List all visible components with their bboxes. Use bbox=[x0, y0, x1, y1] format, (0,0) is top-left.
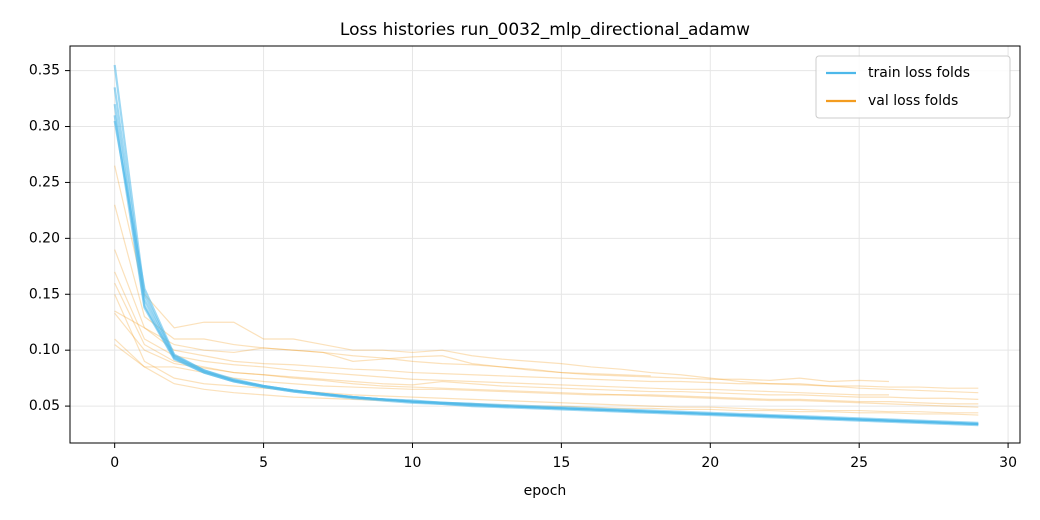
loss-line bbox=[114, 344, 979, 408]
y-tick-label: 0.25 bbox=[29, 174, 60, 190]
plot-area bbox=[113, 64, 979, 427]
loss-line bbox=[114, 165, 979, 394]
loss-line bbox=[114, 294, 979, 414]
loss-line bbox=[113, 120, 979, 426]
x-tick-label: 0 bbox=[110, 455, 119, 471]
loss-line bbox=[113, 103, 979, 427]
y-tick-label: 0.10 bbox=[29, 342, 60, 358]
x-tick-label: 20 bbox=[701, 455, 719, 471]
legend-label: val loss folds bbox=[868, 93, 958, 109]
loss-line bbox=[113, 64, 979, 426]
y-tick-label: 0.30 bbox=[29, 119, 60, 135]
y-tick-label: 0.20 bbox=[29, 230, 60, 246]
loss-line bbox=[114, 282, 979, 400]
legend: train loss folds val loss folds bbox=[815, 55, 1011, 119]
x-tick-label: 10 bbox=[404, 455, 422, 471]
x-tick-label: 30 bbox=[999, 455, 1017, 471]
x-axis-label: epoch bbox=[524, 483, 567, 499]
legend-label: train loss folds bbox=[868, 65, 970, 81]
y-tick-label: 0.35 bbox=[29, 63, 60, 79]
x-tick-label: 25 bbox=[850, 455, 868, 471]
loss-line bbox=[113, 87, 979, 424]
loss-line bbox=[114, 310, 889, 383]
loss-line bbox=[114, 271, 889, 396]
loss-line bbox=[114, 312, 979, 405]
x-tick-label: 5 bbox=[259, 455, 268, 471]
y-tick-label: 0.05 bbox=[29, 398, 60, 414]
chart-title: Loss histories run_0032_mlp_directional_… bbox=[340, 20, 750, 40]
axes-frame bbox=[69, 45, 1021, 444]
y-tick-label: 0.15 bbox=[29, 286, 60, 302]
loss-line bbox=[114, 204, 651, 377]
loss-line bbox=[114, 249, 979, 389]
x-tick-label: 15 bbox=[552, 455, 570, 471]
legend-box bbox=[815, 55, 1011, 119]
